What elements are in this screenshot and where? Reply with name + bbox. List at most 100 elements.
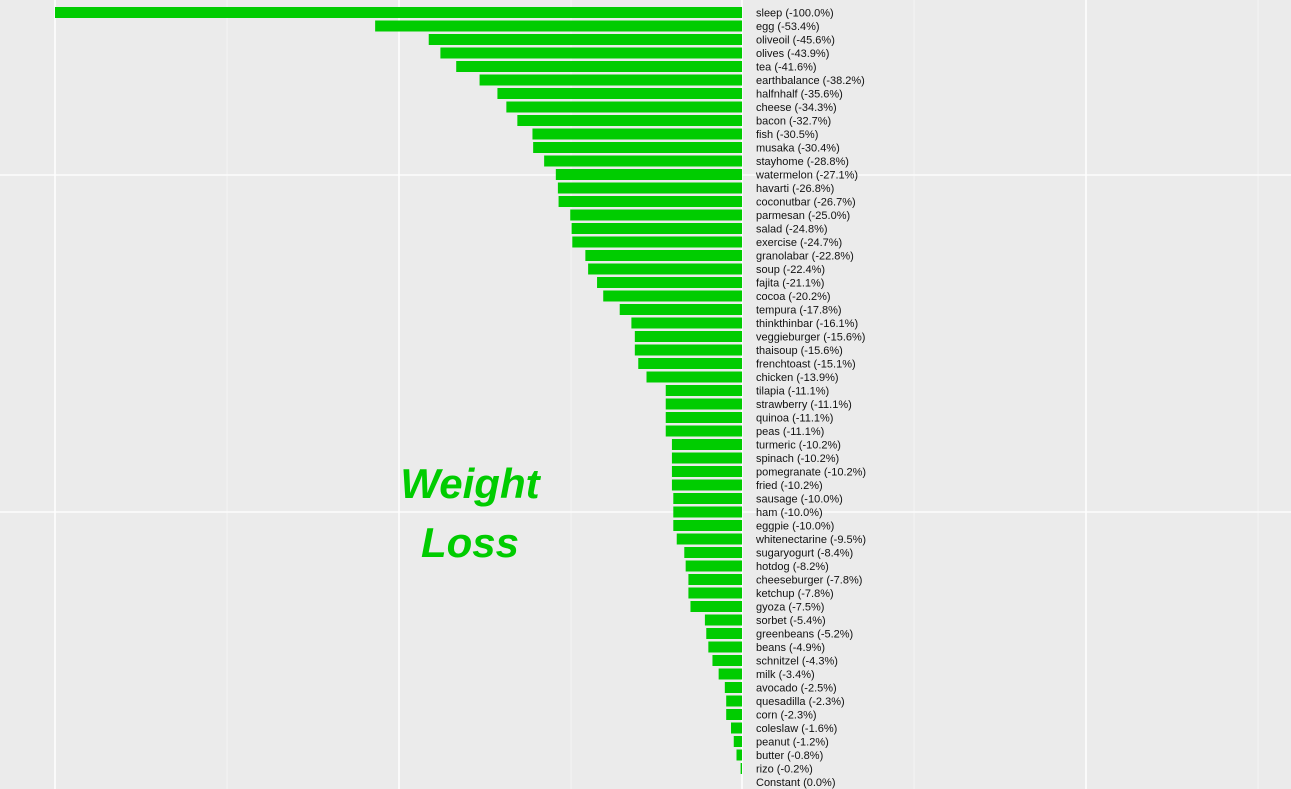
bar-butter [736,749,742,761]
bar-label-hotdog: hotdog (-8.2%) [756,561,829,573]
bar-label-thinkthinbar: thinkthinbar (-16.1%) [756,318,858,330]
bar-label-olives: olives (-43.9%) [756,48,829,60]
bar-label-strawberry: strawberry (-11.1%) [756,399,852,411]
bar-fried [671,479,742,491]
bar-tempura [619,304,742,315]
bar-peas [665,425,742,437]
bar-coconutbar [558,196,742,207]
bar-chicken [646,371,742,383]
bar-spinach [671,452,742,464]
bar-label-greenbeans: greenbeans (-5.2%) [756,629,853,641]
bar-label-peas: peas (-11.1%) [756,426,824,438]
bar-gyoza [690,601,742,612]
bar-label-spinach: spinach (-10.2%) [756,453,839,465]
bar-label-turmeric: turmeric (-10.2%) [756,440,841,452]
bar-thaisoup [634,344,742,356]
bar-oliveoil [428,34,742,45]
bar-label-granolabar: granolabar (-22.8%) [756,251,854,263]
bar-label-corn: corn (-2.3%) [756,710,817,722]
bar-label-parmesan: parmesan (-25.0%) [756,210,850,222]
bar-label-whitenectarine: whitenectarine (-9.5%) [755,534,866,546]
bar-peanut [733,736,742,747]
bar-greenbeans [706,628,742,639]
bar-label-butter: butter (-0.8%) [756,750,823,762]
bar-avocado [724,682,742,693]
bar-label-rizo: rizo (-0.2%) [756,764,813,776]
bar-label-quesadilla: quesadilla (-2.3%) [756,696,845,708]
bar-sugaryogurt [684,547,742,558]
bar-corn [726,709,742,720]
bar-label-halfnhalf: halfnhalf (-35.6%) [756,89,843,101]
bar-sleep [55,7,742,18]
bar-label-oliveoil: oliveoil (-45.6%) [756,35,835,47]
bar-pomegranate [671,466,742,477]
bar-label-exercise: exercise (-24.7%) [756,237,842,249]
bar-label-coconutbar: coconutbar (-26.7%) [756,197,856,209]
bar-label-veggieburger: veggieburger (-15.6%) [756,332,865,344]
bar-watermelon [555,169,742,180]
bar-label-sugaryogurt: sugaryogurt (-8.4%) [756,548,853,560]
bar-labels: sleep (-100.0%)egg (-53.4%) oliveoil (-45… [755,8,866,789]
bar-label-quinoa: quinoa (-11.1%) [756,413,833,425]
bar-tea [456,61,742,72]
bar-thinkthinbar [631,317,742,329]
bar-label-cocoa: cocoa (-20.2%) [756,291,831,303]
bar-whitenectarine [676,533,742,545]
bar-eggpie [673,520,742,531]
bar-halfnhalf [497,88,742,99]
bar-label-bacon: bacon (-32.7%) [756,116,831,128]
bar-rizo [740,763,742,774]
bar-granolabar [585,250,742,261]
bar-cheeseburger [688,574,742,585]
bar-label-sleep: sleep (-100.0%) [756,8,834,20]
bar-label-milk: milk (-3.4%) [756,669,815,681]
bar-quesadilla [726,695,742,707]
bar-exercise [572,236,742,248]
bar-label-havarti: havarti (-26.8%) [756,183,834,195]
bar-label-coleslaw: coleslaw (-1.6%) [756,723,837,735]
bar-label-cheeseburger: cheeseburger (-7.8%) [756,575,862,587]
bar-fish [532,128,742,140]
bar-label-fried: fried (-10.2%) [756,480,823,492]
bar-label-fajita: fajita (-21.1%) [756,278,824,290]
bar-label-gyoza: gyoza (-7.5%) [756,602,824,614]
bar-label-schnitzel: schnitzel (-4.3%) [756,656,838,668]
bar-fajita [597,277,742,288]
bar-label-sausage: sausage (-10.0%) [756,494,843,506]
bar-cheese [506,101,742,113]
bar-label-egg: egg (-53.4%) [756,21,820,33]
bar-label-eggpie: eggpie (-10.0%) [756,521,834,533]
bar-egg [375,20,742,32]
bar-musaka [533,142,742,153]
annotation-loss: Loss [421,519,519,566]
bar-havarti [557,182,742,194]
bar-bacon [517,115,742,126]
bar-label-sorbet: sorbet (-5.4%) [756,615,826,627]
bar-olives [440,47,742,59]
bar-label-frenchtoast: frenchtoast (-15.1%) [756,359,856,371]
bar-label-beans: beans (-4.9%) [756,642,825,654]
bar-ketchup [688,587,742,599]
bar-label-chicken: chicken (-13.9%) [756,372,839,384]
bar-label-tempura: tempura (-17.8%) [756,305,842,317]
bar-soup [588,263,742,275]
bar-parmesan [570,209,742,221]
bar-label-stayhome: stayhome (-28.8%) [756,156,849,168]
bar-milk [718,668,742,680]
bar-frenchtoast [638,358,742,369]
bar-sorbet [704,614,742,626]
bar-label-soup: soup (-22.4%) [756,264,825,276]
bar-label-ham: ham (-10.0%) [756,507,823,519]
bar-hotdog [685,560,742,572]
bar-label-earthbalance: earthbalance (-38.2%) [756,75,865,87]
bar-schnitzel [712,655,742,666]
bar-salad [571,223,742,234]
bar-label-avocado: avocado (-2.5%) [756,683,837,695]
annotation-weight: Weight [400,460,541,507]
bar-coleslaw [731,722,742,734]
bar-label-thaisoup: thaisoup (-15.6%) [756,345,843,357]
bar-label-salad: salad (-24.8%) [756,224,828,236]
bars [55,7,742,774]
bar-quinoa [665,412,742,423]
bar-label-pomegranate: pomegranate (-10.2%) [756,467,866,479]
